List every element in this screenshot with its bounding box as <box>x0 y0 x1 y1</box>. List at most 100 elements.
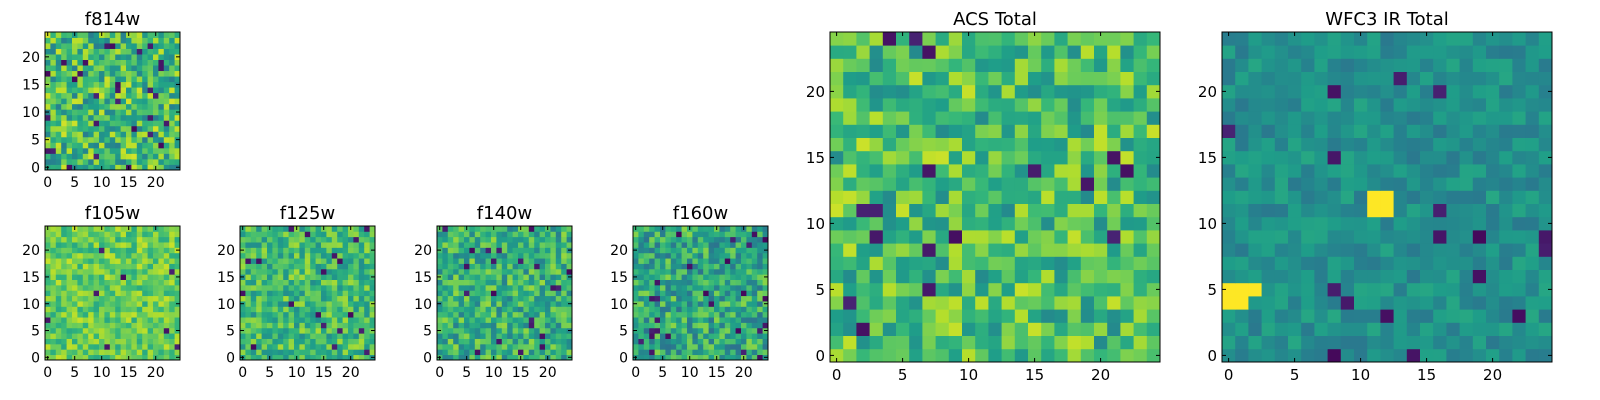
heatmap-cell <box>962 216 976 231</box>
heatmap-cell <box>321 258 327 264</box>
heatmap-cell <box>518 274 524 280</box>
heatmap-cell <box>299 317 306 323</box>
heatmap-cell <box>1261 269 1276 284</box>
heatmap-cell <box>1028 256 1042 270</box>
heatmap-cell <box>757 231 763 238</box>
heatmap-cell <box>72 268 78 275</box>
heatmap-cell <box>61 354 67 361</box>
heatmap-cell <box>277 268 284 275</box>
heatmap-cell <box>1380 84 1394 99</box>
heatmap-cell <box>491 333 497 339</box>
heatmap-cell <box>469 263 476 270</box>
heatmap-cell <box>665 333 672 339</box>
heatmap-cell <box>643 284 650 291</box>
heatmap-cell <box>566 252 573 259</box>
heatmap-cell <box>843 84 857 99</box>
heatmap-cell <box>523 279 530 286</box>
heatmap-cells <box>240 226 376 361</box>
heatmap-cell <box>1459 309 1474 323</box>
heatmap-cell <box>256 349 262 356</box>
heatmap-cell <box>174 98 181 105</box>
heatmap-cell <box>1354 164 1368 178</box>
heatmap-cell <box>131 147 138 154</box>
heatmap-cell <box>169 92 175 99</box>
heatmap-cell <box>45 37 51 44</box>
heatmap-cell <box>1486 58 1500 72</box>
x-tick-label: 5 <box>658 365 667 381</box>
heatmap-cell <box>856 71 870 86</box>
heatmap-cell <box>304 258 311 264</box>
heatmap-cell <box>566 268 573 275</box>
heatmap-cell <box>50 349 57 356</box>
heatmap-cell <box>120 317 127 323</box>
heatmap-cell <box>1433 335 1447 350</box>
heatmap-cell <box>82 103 89 110</box>
heatmap-cell <box>1433 177 1447 191</box>
heatmap-cell <box>55 263 62 270</box>
heatmap-cell <box>77 349 84 356</box>
heatmap-cell <box>136 114 143 121</box>
heatmap-cell <box>447 252 454 259</box>
heatmap-cell <box>337 290 343 297</box>
heatmap-cell <box>369 226 376 232</box>
heatmap-cell <box>534 311 540 318</box>
heatmap-cell <box>670 327 677 334</box>
heatmap-cell <box>1120 322 1134 336</box>
heatmap-cell <box>299 236 306 243</box>
heatmap-cell <box>294 311 300 318</box>
heatmap-cell <box>50 252 57 259</box>
heatmap-cell <box>337 317 343 323</box>
heatmap-cell <box>77 70 84 77</box>
heatmap-cell <box>1406 322 1421 336</box>
heatmap-cell <box>1107 322 1121 336</box>
heatmap-cell <box>126 247 132 254</box>
heatmap-cell <box>469 349 476 356</box>
heatmap-cell <box>250 268 257 275</box>
heatmap-cell <box>534 327 540 334</box>
heatmap-cell <box>649 338 655 345</box>
heatmap-cell <box>1120 177 1134 191</box>
heatmap-cell <box>692 263 699 270</box>
heatmap-cell <box>1094 98 1108 112</box>
heatmap-cell <box>66 109 73 116</box>
heatmap-cell <box>147 70 154 77</box>
heatmap-cell <box>115 322 121 329</box>
heatmap-cell <box>1041 111 1055 125</box>
heatmap-cell <box>267 317 273 323</box>
heatmap-cell <box>245 284 252 291</box>
heatmap-cell <box>649 226 655 232</box>
heatmap-cell <box>1393 58 1408 72</box>
heatmap-cell <box>988 322 1002 336</box>
heatmap-cell <box>962 296 976 310</box>
heatmap-cell <box>1459 137 1474 152</box>
heatmap-cell <box>485 349 492 356</box>
heatmap-cell <box>1393 177 1408 191</box>
heatmap-cell <box>163 317 170 323</box>
heatmap-cell <box>491 279 497 286</box>
heatmap-cell <box>163 247 170 254</box>
heatmap-cell <box>555 343 562 350</box>
heatmap-cell <box>741 284 747 291</box>
heatmap-cell <box>109 322 116 329</box>
heatmap-cell <box>654 231 661 238</box>
heatmap-cell <box>326 343 333 350</box>
heatmap-cell <box>746 279 753 286</box>
heatmap-cell <box>82 131 89 138</box>
heatmap-cell <box>724 327 731 334</box>
heatmap-cell <box>72 333 78 339</box>
heatmap-cell <box>474 354 481 361</box>
heatmap-cell <box>453 247 459 254</box>
heatmap-cell <box>120 327 127 334</box>
heatmap-cell <box>245 236 252 243</box>
heatmap-cell <box>518 263 524 270</box>
heatmap-cell <box>676 236 682 243</box>
heatmap-cell <box>1288 309 1302 323</box>
heatmap-cell <box>99 65 105 72</box>
heatmap-cell <box>99 54 105 60</box>
heatmap-cell <box>256 258 262 264</box>
heatmap-cell <box>1133 71 1148 86</box>
heatmap-cell <box>1261 177 1276 191</box>
heatmap-cell <box>261 236 268 243</box>
heatmap-cell <box>45 311 51 318</box>
